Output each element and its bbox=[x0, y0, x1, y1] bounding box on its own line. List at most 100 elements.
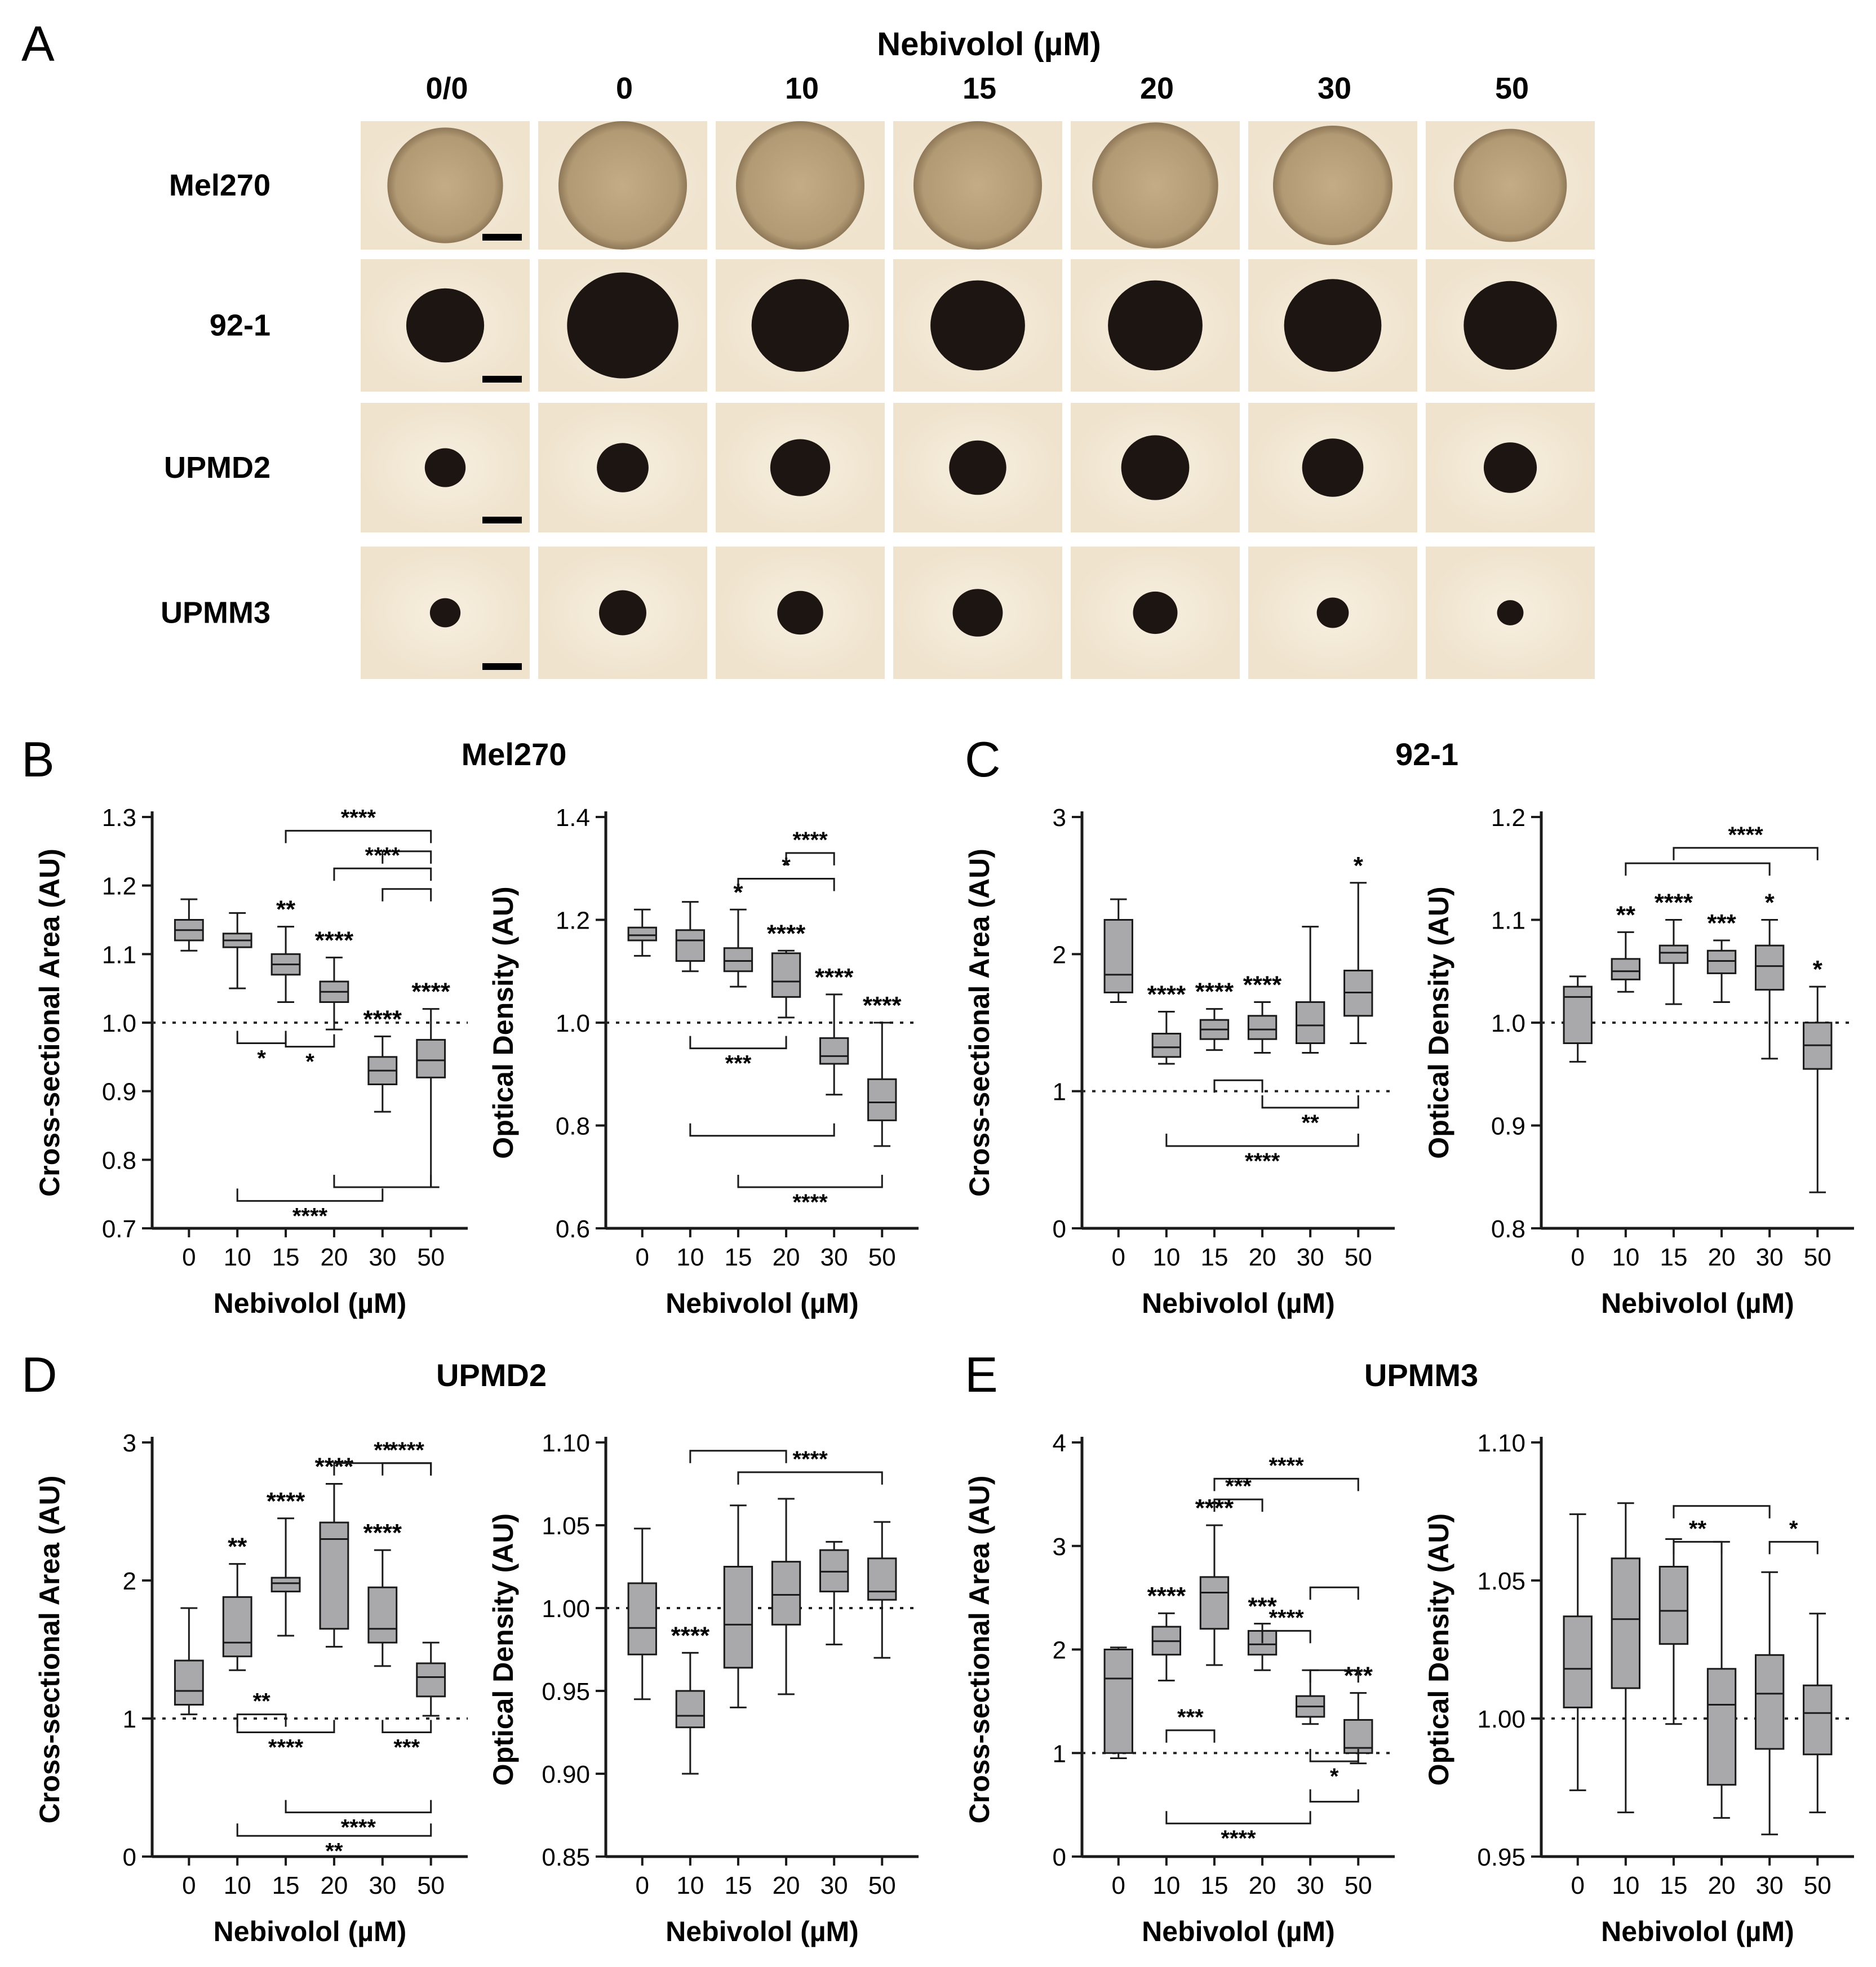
significance-label: **** bbox=[267, 1488, 305, 1515]
box bbox=[1103, 919, 1133, 993]
significance-label: **** bbox=[1655, 889, 1693, 917]
chart-0: 0.7 0.8 0.9 1.0 1.1 1.2 1.3 0 10 15 20 30 50 Nebivolo… bbox=[34, 804, 468, 1319]
box bbox=[1706, 1668, 1737, 1786]
significance-label: **** bbox=[411, 978, 450, 1006]
x-tick-label: 20 bbox=[320, 1872, 348, 1899]
comparison-bracket bbox=[1261, 1095, 1359, 1109]
box bbox=[627, 1582, 657, 1655]
bracket-significance-label: * bbox=[305, 1050, 314, 1074]
row-label: UPMM3 bbox=[161, 596, 270, 630]
chart-3: 0.8 0.9 1.0 1.1 1.2 0 10 15 20 30 50 Nebivolol (µM)… bbox=[1423, 804, 1854, 1319]
y-tick-label: 1.0 bbox=[102, 1010, 136, 1037]
x-tick-label: 15 bbox=[1660, 1872, 1687, 1899]
bracket-significance-label: **** bbox=[268, 1735, 304, 1760]
box bbox=[367, 1586, 398, 1644]
spheroid bbox=[930, 280, 1025, 371]
box bbox=[1754, 1654, 1785, 1750]
y-axis-label: Optical Density (AU) bbox=[487, 886, 519, 1158]
panel-letter-c: C bbox=[965, 731, 1001, 787]
x-tick-label: 50 bbox=[868, 1872, 896, 1899]
box bbox=[416, 1038, 446, 1078]
x-tick-label: 10 bbox=[1612, 1244, 1639, 1271]
x-tick-label: 0 bbox=[182, 1244, 196, 1271]
box bbox=[1199, 1576, 1230, 1630]
comparison-bracket bbox=[1165, 1811, 1311, 1824]
bracket-significance-label: ** bbox=[253, 1689, 271, 1714]
comparison-bracket bbox=[1165, 1729, 1216, 1743]
comparison-bracket bbox=[333, 867, 432, 881]
y-tick-label: 1.0 bbox=[556, 1010, 590, 1037]
spheroid bbox=[1108, 280, 1203, 371]
x-tick-label: 30 bbox=[1297, 1872, 1324, 1899]
chart-7: 0.95 1.00 1.05 1.10 0 10 15 20 30 50 Nebivolol (µM… bbox=[1423, 1429, 1854, 1947]
y-tick-label: 1.3 bbox=[102, 804, 136, 832]
comparison-bracket bbox=[382, 1462, 432, 1476]
comparison-bracket bbox=[737, 1471, 883, 1485]
significance-label: **** bbox=[315, 926, 354, 954]
comparison-bracket bbox=[1213, 1498, 1263, 1512]
bracket-significance-label: ** bbox=[374, 1438, 392, 1463]
bracket-significance-label: * bbox=[1330, 1764, 1339, 1789]
comparison-bracket bbox=[1768, 1540, 1819, 1555]
significance-label: *** bbox=[1707, 909, 1736, 937]
box bbox=[867, 1557, 897, 1601]
x-tick-label: 30 bbox=[821, 1872, 848, 1899]
bracket-significance-label: **** bbox=[1728, 823, 1763, 847]
spheroid bbox=[770, 439, 831, 496]
spheroid bbox=[1272, 125, 1393, 246]
y-tick-label: 1.05 bbox=[1477, 1568, 1525, 1595]
x-tick-label: 10 bbox=[1612, 1872, 1639, 1899]
comparison-bracket bbox=[1213, 1477, 1359, 1491]
y-tick-label: 3 bbox=[1053, 1533, 1066, 1561]
x-tick-label: 15 bbox=[724, 1872, 752, 1899]
spheroid bbox=[1497, 600, 1524, 625]
x-tick-label: 10 bbox=[676, 1244, 704, 1271]
y-tick-label: 1.2 bbox=[1491, 804, 1525, 832]
box bbox=[723, 947, 753, 973]
x-axis-label: Nebivolol (µM) bbox=[1601, 1287, 1794, 1319]
panel-a-header: Nebivolol (µM) bbox=[877, 26, 1101, 63]
x-tick-label: 20 bbox=[1708, 1244, 1736, 1271]
x-axis-label: Nebivolol (µM) bbox=[1601, 1916, 1794, 1947]
x-tick-label: 30 bbox=[369, 1872, 396, 1899]
x-tick-label: 15 bbox=[272, 1244, 300, 1271]
x-axis-label: Nebivolol (µM) bbox=[1142, 1916, 1335, 1947]
bracket-significance-label: **** bbox=[389, 1438, 425, 1463]
comparison-bracket bbox=[1213, 1079, 1263, 1093]
y-tick-label: 2 bbox=[1053, 1637, 1066, 1664]
y-tick-label: 0.8 bbox=[1491, 1215, 1525, 1243]
x-axis-label: Nebivolol (µM) bbox=[666, 1916, 859, 1947]
comparison-bracket bbox=[1673, 847, 1819, 860]
panel-a-spheroid-grid: A Nebivolol (µM) 0/0 0 10 15 20 30 50 Mel270 92-… bbox=[21, 16, 1595, 679]
spheroid bbox=[597, 443, 649, 492]
spheroid bbox=[1284, 279, 1382, 372]
x-tick-label: 10 bbox=[676, 1872, 704, 1899]
comparison-bracket bbox=[689, 1123, 835, 1137]
x-tick-label: 10 bbox=[1152, 1244, 1180, 1271]
x-tick-label: 0 bbox=[1112, 1872, 1125, 1899]
x-axis-label: Nebivolol (µM) bbox=[214, 1287, 407, 1319]
significance-label: ** bbox=[276, 896, 296, 923]
x-tick-label: 50 bbox=[1804, 1872, 1831, 1899]
x-axis-label: Nebivolol (µM) bbox=[1142, 1287, 1335, 1319]
x-tick-label: 0 bbox=[636, 1872, 649, 1899]
title-92-1: 92-1 bbox=[1395, 736, 1458, 772]
bracket-significance-label: *** bbox=[1225, 1474, 1252, 1499]
significance-label: * bbox=[733, 878, 743, 906]
significance-label: **** bbox=[1147, 1582, 1186, 1610]
comparison-bracket bbox=[1673, 1505, 1771, 1518]
box bbox=[174, 1659, 204, 1706]
x-axis-label: Nebivolol (µM) bbox=[666, 1287, 859, 1319]
x-tick-label: 0 bbox=[1112, 1244, 1125, 1271]
box bbox=[1706, 949, 1737, 974]
y-tick-label: 1.2 bbox=[102, 873, 136, 900]
x-tick-label: 20 bbox=[1249, 1872, 1276, 1899]
spheroid bbox=[913, 121, 1042, 250]
x-tick-label: 0 bbox=[636, 1244, 649, 1271]
box bbox=[819, 1037, 849, 1065]
bracket-significance-label: * bbox=[782, 854, 791, 878]
comparison-bracket bbox=[285, 1800, 432, 1814]
y-tick-label: 1.10 bbox=[542, 1429, 590, 1457]
